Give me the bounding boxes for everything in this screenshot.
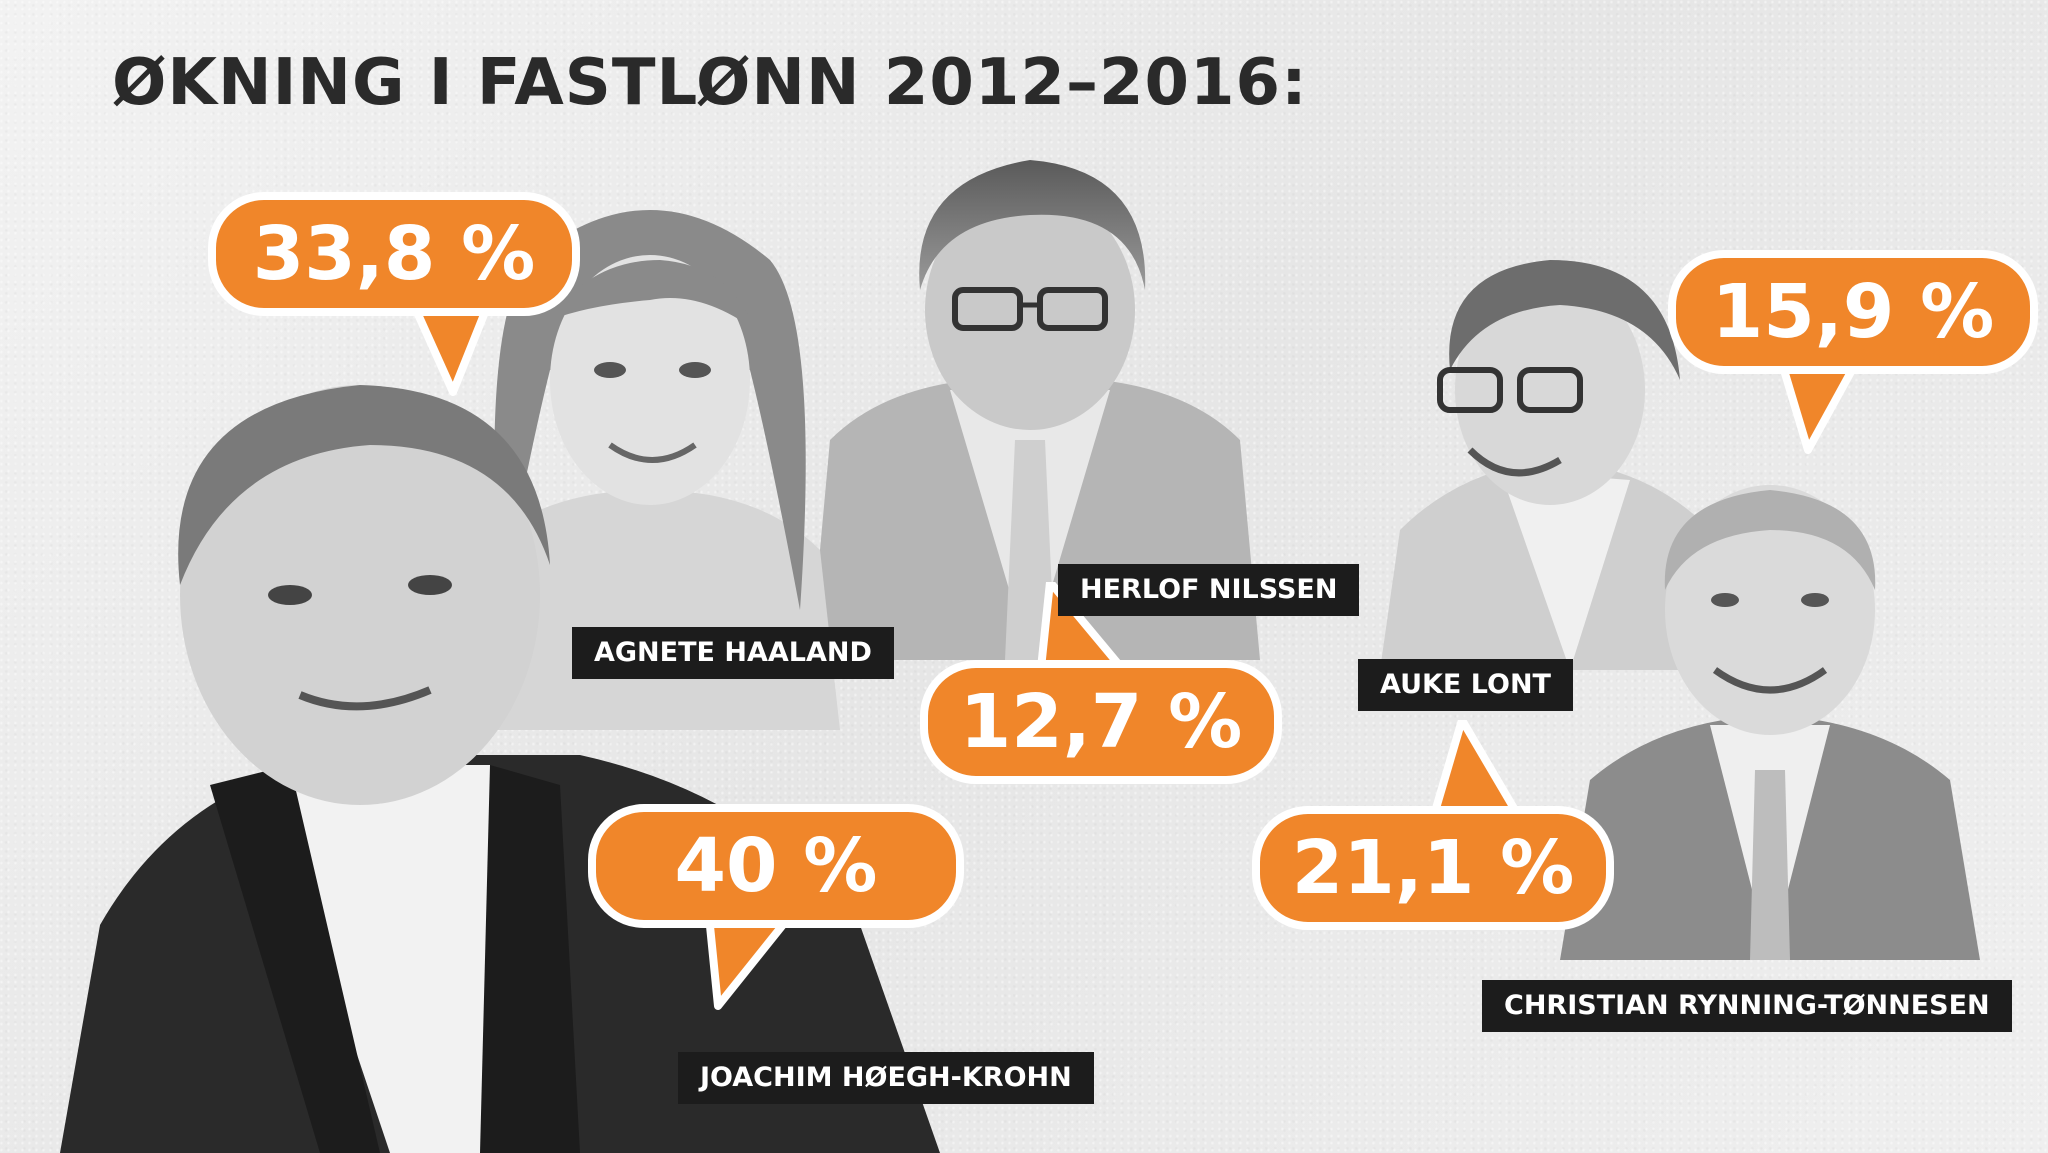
joachim-hoegh-krohn-name-tag: JOACHIM HØEGH-KROHN (678, 1052, 1094, 1104)
auke-lont-increase-bubble: 21,1 % (1252, 720, 1614, 930)
christian-rynning-tonnesen-portrait (1560, 485, 1980, 960)
christian-rynning-tonnesen-increase: 15,9 % (1711, 269, 1995, 355)
joachim-hoegh-krohn-increase-bubble: 40 % (588, 804, 964, 1010)
herlof-nilssen-name-tag: HERLOF NILSSEN (1058, 564, 1360, 616)
bubble-box (1668, 250, 2038, 374)
christian-rynning-tonnesen-name-tag: CHRISTIAN RYNNING-TØNNESEN (1482, 980, 2012, 1032)
herlof-nilssen-increase: 12,7 % (959, 679, 1243, 765)
auke-lont-increase: 21,1 % (1291, 825, 1575, 911)
bubble-box (1252, 806, 1614, 930)
joachim-hoegh-krohn-portrait (60, 385, 940, 1153)
auke-lont-name-tag: AUKE LONT (1358, 659, 1573, 711)
page-title: ØKNING I FASTLØNN 2012–2016: (112, 46, 1308, 120)
herlof-nilssen-portrait (810, 160, 1260, 660)
agnete-haaland-increase-bubble: 33,8 % (208, 192, 580, 396)
bubble-box (588, 804, 964, 928)
joachim-hoegh-krohn-increase: 40 % (674, 823, 878, 909)
bubble-box (920, 660, 1282, 784)
auke-lont-portrait (1380, 260, 1720, 670)
bubble-box (208, 192, 580, 316)
agnete-haaland-name-tag: AGNETE HAALAND (572, 627, 894, 679)
agnete-haaland-increase: 33,8 % (252, 211, 536, 297)
herlof-nilssen-increase-bubble: 12,7 % (920, 582, 1282, 784)
christian-rynning-tonnesen-increase-bubble: 15,9 % (1668, 250, 2038, 454)
